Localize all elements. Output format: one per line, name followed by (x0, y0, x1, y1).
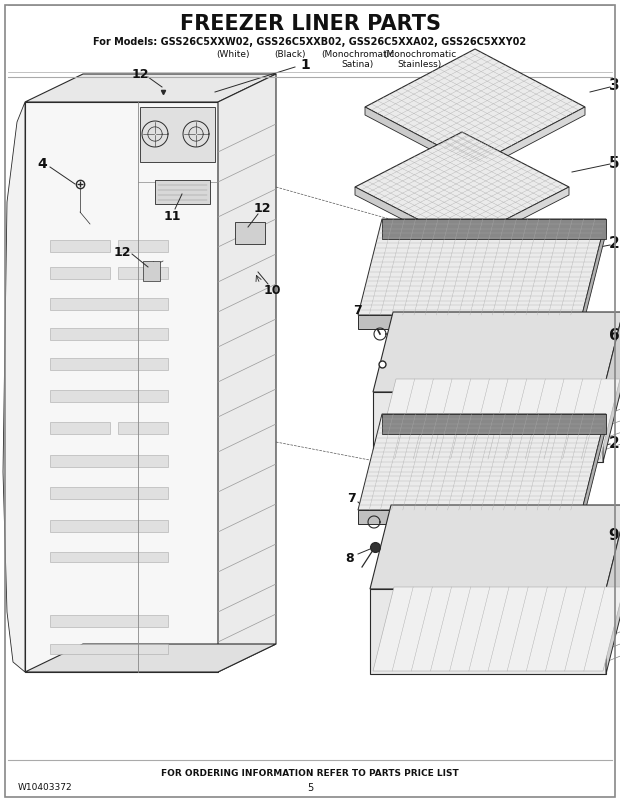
Polygon shape (50, 328, 168, 340)
Polygon shape (358, 219, 606, 315)
Polygon shape (25, 102, 218, 672)
Text: 7: 7 (347, 492, 355, 505)
Polygon shape (358, 315, 582, 329)
Polygon shape (50, 455, 168, 467)
Polygon shape (582, 219, 606, 329)
Polygon shape (50, 267, 110, 279)
Polygon shape (373, 587, 620, 671)
Polygon shape (355, 132, 569, 242)
Polygon shape (50, 240, 110, 252)
Polygon shape (50, 487, 168, 499)
Polygon shape (118, 267, 168, 279)
Polygon shape (50, 390, 168, 402)
Text: 6: 6 (609, 327, 619, 342)
Polygon shape (25, 644, 276, 672)
Polygon shape (603, 312, 620, 462)
Text: For Models: GSS26C5XXW02, GSS26C5XXB02, GSS26C5XXA02, GSS26C5XXY02: For Models: GSS26C5XXW02, GSS26C5XXB02, … (94, 37, 526, 47)
Text: 4: 4 (37, 157, 47, 171)
Polygon shape (143, 261, 160, 281)
Text: Stainless): Stainless) (398, 59, 442, 68)
Polygon shape (382, 414, 606, 434)
Polygon shape (462, 187, 569, 250)
Text: (Monochromatic: (Monochromatic (321, 50, 394, 59)
Polygon shape (582, 414, 606, 524)
Polygon shape (140, 107, 215, 162)
Text: 12: 12 (131, 67, 149, 80)
Text: 2: 2 (609, 237, 619, 252)
Text: 10: 10 (264, 283, 281, 297)
Polygon shape (358, 510, 582, 524)
Polygon shape (358, 414, 606, 510)
Polygon shape (118, 240, 168, 252)
Polygon shape (355, 187, 462, 250)
Text: 11: 11 (163, 210, 181, 224)
Text: 1: 1 (300, 58, 310, 72)
Polygon shape (365, 107, 475, 173)
Polygon shape (50, 358, 168, 370)
Polygon shape (606, 505, 620, 674)
Polygon shape (118, 422, 168, 434)
Polygon shape (382, 219, 606, 239)
Polygon shape (218, 74, 276, 672)
Polygon shape (370, 589, 606, 674)
Polygon shape (3, 102, 25, 672)
Polygon shape (50, 422, 110, 434)
Text: Satina): Satina) (342, 59, 374, 68)
Text: 8: 8 (346, 553, 354, 565)
Polygon shape (475, 107, 585, 173)
Text: 5: 5 (307, 783, 313, 793)
Polygon shape (370, 505, 620, 589)
Text: FOR ORDERING INFORMATION REFER TO PARTS PRICE LIST: FOR ORDERING INFORMATION REFER TO PARTS … (161, 769, 459, 779)
Text: 5: 5 (609, 156, 619, 171)
Polygon shape (376, 379, 620, 459)
Text: 12: 12 (253, 201, 271, 214)
Text: 3: 3 (609, 79, 619, 94)
Text: W10403372: W10403372 (18, 784, 73, 792)
Polygon shape (373, 312, 620, 392)
Polygon shape (365, 49, 585, 165)
Polygon shape (50, 552, 168, 562)
Text: 9: 9 (609, 528, 619, 542)
Text: 7: 7 (353, 305, 361, 318)
Text: FREEZER LINER PARTS: FREEZER LINER PARTS (180, 14, 440, 34)
Text: (Monochromatic: (Monochromatic (383, 50, 456, 59)
Polygon shape (50, 298, 168, 310)
Polygon shape (50, 615, 168, 627)
Text: (Black): (Black) (274, 50, 306, 59)
Polygon shape (25, 74, 276, 102)
Polygon shape (155, 180, 210, 204)
Polygon shape (235, 222, 265, 244)
Text: 2: 2 (609, 435, 619, 451)
Polygon shape (50, 520, 168, 532)
Polygon shape (373, 392, 603, 462)
Text: 12: 12 (113, 245, 131, 258)
Text: (White): (White) (216, 50, 250, 59)
Polygon shape (50, 644, 168, 654)
